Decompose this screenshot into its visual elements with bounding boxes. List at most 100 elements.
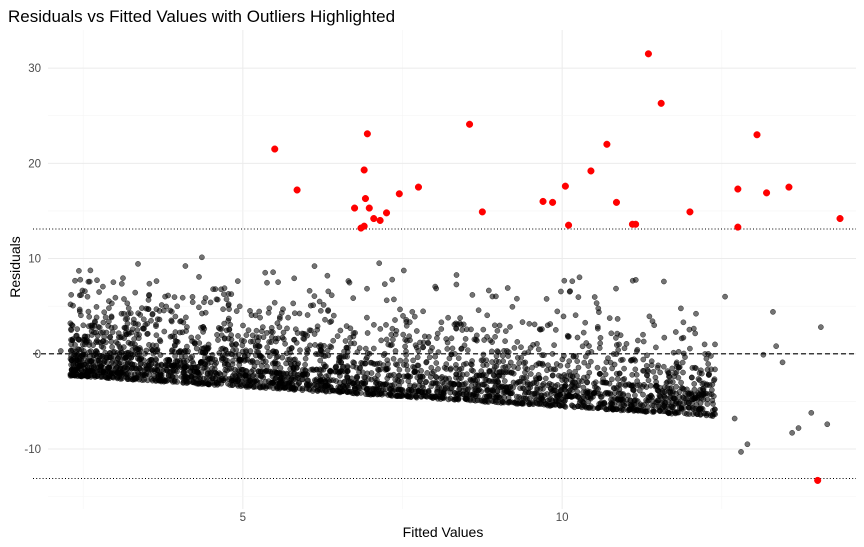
residual-point [383, 336, 390, 343]
residual-point [701, 391, 707, 398]
residual-point [286, 346, 293, 353]
residual-point [445, 314, 451, 321]
residual-point [409, 308, 416, 315]
residual-point [744, 441, 751, 448]
residual-point [443, 376, 449, 383]
residual-point [384, 357, 391, 364]
residual-point [284, 325, 290, 332]
residual-point [262, 269, 269, 276]
residual-point [580, 389, 587, 396]
residual-point [669, 365, 676, 372]
residual-point [487, 337, 494, 344]
residual-point [549, 351, 556, 357]
residual-point [196, 274, 202, 280]
residual-point [551, 342, 557, 348]
residual-point [437, 394, 444, 400]
residual-point [702, 410, 709, 417]
residual-point [609, 401, 615, 408]
residual-point [377, 326, 384, 332]
residual-point [354, 379, 361, 386]
residual-point [119, 369, 126, 376]
residual-point [197, 376, 204, 382]
residual-point [304, 382, 311, 389]
residual-point [400, 313, 406, 319]
residual-point [518, 344, 524, 351]
residual-point [296, 310, 303, 317]
residual-point [585, 363, 592, 369]
residual-point [581, 359, 588, 366]
residual-point [235, 351, 242, 358]
residual-point [374, 391, 381, 398]
residual-point [451, 389, 458, 396]
residual-point [695, 406, 702, 413]
residual-point [139, 377, 146, 383]
residual-point [661, 392, 668, 399]
residual-point [366, 391, 372, 398]
residual-point [484, 333, 490, 340]
residual-point [156, 308, 163, 314]
residual-point [247, 338, 254, 345]
residual-point [293, 339, 300, 346]
residual-point [688, 391, 695, 397]
residual-point [390, 387, 397, 394]
residual-point [245, 327, 252, 334]
residual-point [302, 367, 309, 373]
residual-point [316, 371, 323, 378]
residual-point [516, 360, 522, 367]
residual-point [216, 350, 223, 356]
outlier-point [370, 215, 378, 223]
residual-point [547, 403, 553, 409]
residual-point [151, 376, 158, 382]
residual-point [72, 277, 78, 284]
y-tick-label: 20 [28, 158, 41, 170]
residual-point [712, 341, 718, 348]
residual-point [385, 392, 392, 398]
residual-point [327, 368, 333, 374]
residual-point [648, 392, 654, 399]
residual-point [678, 335, 685, 342]
residual-point [106, 298, 112, 304]
residual-point [172, 329, 179, 335]
residual-point [548, 391, 554, 397]
residual-point [232, 372, 239, 379]
residual-point [592, 384, 598, 390]
residual-point [174, 379, 181, 385]
residual-point [269, 334, 275, 341]
residual-point [496, 394, 502, 400]
residual-point [481, 397, 488, 404]
residual-point [193, 345, 200, 352]
residual-point [235, 378, 241, 384]
residual-point [147, 357, 154, 363]
residual-point [480, 357, 486, 363]
residual-point [135, 371, 142, 378]
residual-point [275, 335, 281, 342]
residual-point [655, 388, 662, 395]
residual-point [706, 382, 713, 388]
residual-point [549, 372, 556, 379]
residual-point [264, 363, 270, 370]
residual-point [428, 364, 435, 371]
residual-point [616, 341, 622, 348]
residual-point [144, 331, 151, 337]
residual-point [109, 329, 116, 335]
residual-point [277, 365, 284, 371]
residual-point [364, 285, 370, 292]
residual-point [398, 378, 405, 385]
residual-point [120, 354, 127, 361]
residual-point [464, 347, 471, 354]
residual-point [689, 365, 696, 371]
residual-point [690, 411, 696, 417]
residual-point [154, 367, 161, 373]
residual-point [100, 319, 107, 326]
residual-point [100, 283, 106, 290]
residual-point [391, 296, 397, 303]
residual-point [442, 385, 449, 391]
residual-point [333, 378, 340, 384]
residual-point [496, 358, 502, 365]
residual-point [181, 377, 187, 384]
residual-point [330, 337, 337, 344]
residual-point [614, 406, 620, 413]
residual-point [640, 338, 647, 345]
residual-point [453, 361, 459, 368]
